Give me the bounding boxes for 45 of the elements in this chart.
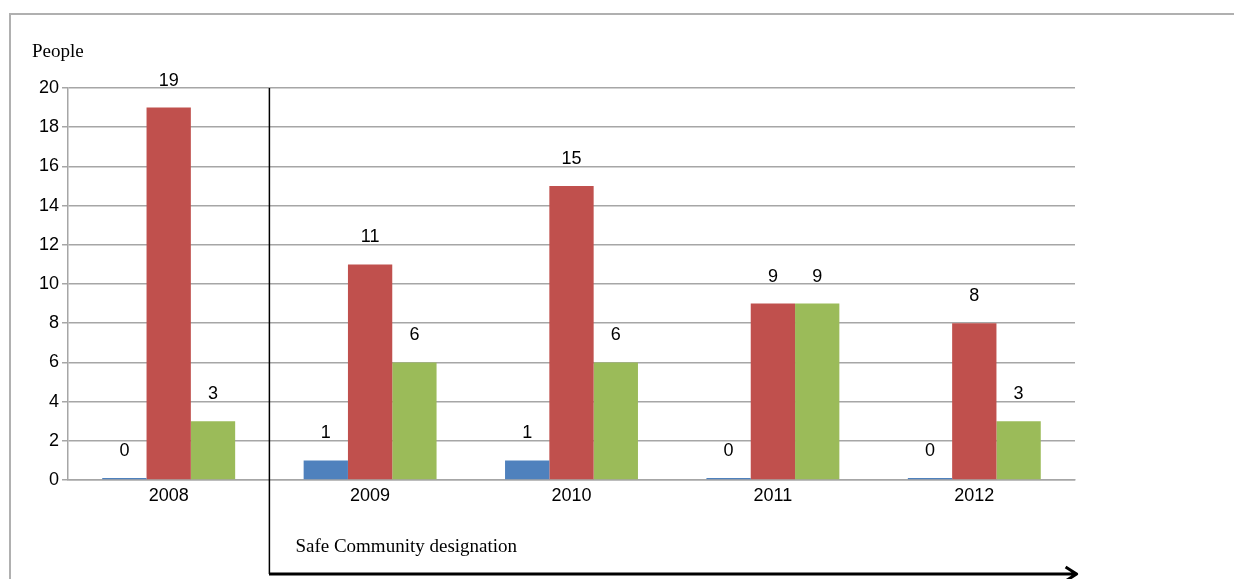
y-tick-label: 10 <box>38 272 59 293</box>
data-label: 11 <box>360 226 380 247</box>
bar <box>190 421 236 480</box>
bar <box>303 460 348 480</box>
y-tick-label: 0 <box>48 468 59 489</box>
bar <box>505 460 550 480</box>
x-tick-label: 2010 <box>551 484 592 505</box>
x-tick-label: 2011 <box>753 484 793 505</box>
data-label: 8 <box>969 285 980 306</box>
bar <box>146 107 191 480</box>
data-label: 6 <box>610 324 621 345</box>
y-tick-label: 16 <box>38 155 59 176</box>
data-label: 0 <box>119 439 130 460</box>
bar <box>347 264 393 480</box>
bar <box>795 303 840 480</box>
data-label: 0 <box>924 439 935 460</box>
x-tick-label: 2008 <box>148 484 189 505</box>
data-label: 9 <box>812 265 823 286</box>
y-tick-label: 20 <box>38 76 59 97</box>
bar <box>996 421 1041 480</box>
data-label: 6 <box>409 324 420 345</box>
y-tick-label: 8 <box>48 312 59 333</box>
bar <box>952 323 997 480</box>
ref-line-label: Safe Community designation <box>295 534 518 556</box>
data-label: 1 <box>320 422 331 443</box>
bar <box>593 362 638 480</box>
data-label: 9 <box>767 265 778 286</box>
y-tick-label: 12 <box>38 233 59 254</box>
data-label: 1 <box>522 422 533 443</box>
x-tick-label: 2012 <box>954 484 995 505</box>
x-tick-label: 2009 <box>350 484 391 505</box>
bar <box>549 186 594 480</box>
y-tick-label: 2 <box>48 429 59 450</box>
data-label: 15 <box>561 147 582 168</box>
y-tick-label: 14 <box>38 194 59 215</box>
y-tick-label: 18 <box>38 116 59 137</box>
data-label: 19 <box>158 69 179 90</box>
bar <box>750 303 796 480</box>
bar <box>392 362 437 480</box>
y-axis-title: People <box>32 39 84 61</box>
y-tick-label: 4 <box>48 390 59 411</box>
data-label: 3 <box>208 383 219 404</box>
data-label: 3 <box>1013 383 1024 404</box>
y-tick-label: 6 <box>48 351 59 372</box>
data-label: 0 <box>723 439 734 460</box>
